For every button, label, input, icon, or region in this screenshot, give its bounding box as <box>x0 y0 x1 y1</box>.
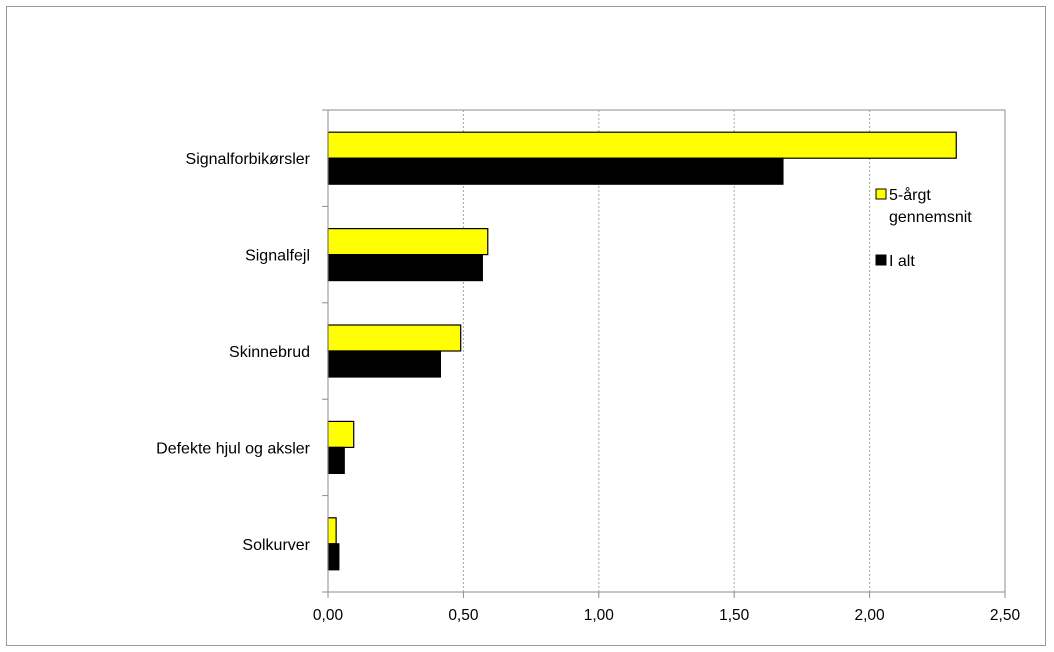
bar-i-alt <box>327 446 345 474</box>
bar-5-aargt-gennemsnit <box>327 517 337 545</box>
category-label: Skinnebrud <box>229 344 310 361</box>
x-tick-label: 1,50 <box>719 607 750 624</box>
legend-label: I alt <box>889 253 915 270</box>
legend-swatch-5-aargt-gennemsnit <box>875 188 887 200</box>
x-tick-label: 0,00 <box>313 607 344 624</box>
bar-5-aargt-gennemsnit <box>327 420 355 448</box>
legend-swatch-i-alt <box>875 254 887 266</box>
legend-label: 5-årgt <box>889 186 931 204</box>
x-tick-label: 2,00 <box>855 607 886 624</box>
category-label: Signalforbikørsler <box>186 151 311 168</box>
bar-i-alt <box>327 350 441 378</box>
category-label: Defekte hjul og aksler <box>156 440 311 457</box>
bar-i-alt <box>327 543 340 571</box>
bar-i-alt <box>327 254 483 282</box>
bar-i-alt <box>327 157 784 185</box>
bar-5-aargt-gennemsnit <box>327 131 957 159</box>
bar-5-aargt-gennemsnit <box>327 324 462 352</box>
x-tick-label: 1,00 <box>584 607 615 624</box>
x-tick-label: 0,50 <box>448 607 479 624</box>
x-tick-label: 2,50 <box>990 607 1021 624</box>
category-label: Signalfejl <box>245 248 310 265</box>
bar-5-aargt-gennemsnit <box>327 228 489 256</box>
category-label: Solkurver <box>242 537 310 554</box>
chart-frame <box>6 6 1046 646</box>
legend-label: gennemsnit <box>889 209 972 226</box>
